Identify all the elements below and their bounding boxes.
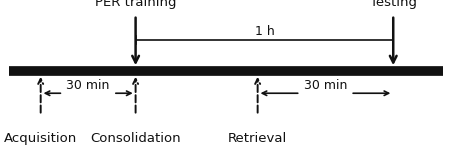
Text: 1 h: 1 h bbox=[254, 25, 274, 38]
Text: Acquisition: Acquisition bbox=[4, 132, 77, 145]
Text: Retrieval: Retrieval bbox=[227, 132, 287, 145]
Text: PER training: PER training bbox=[95, 0, 176, 9]
Text: Consolidation: Consolidation bbox=[90, 132, 180, 145]
Text: 30 min: 30 min bbox=[303, 79, 346, 92]
Text: 30 min: 30 min bbox=[66, 79, 110, 92]
Text: Testing: Testing bbox=[369, 0, 416, 9]
